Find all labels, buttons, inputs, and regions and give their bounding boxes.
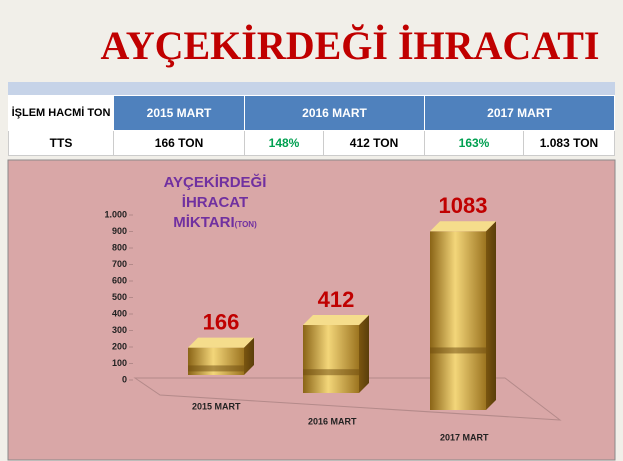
bar-side (486, 221, 496, 410)
strip (8, 82, 615, 95)
y-tick-label: 0 (122, 374, 127, 384)
bar-front (430, 231, 486, 410)
cell: 1.083 TON (523, 130, 615, 156)
chart-title: AYÇEKİRDEĞİ İHRACAT MİKTARI(TON) (164, 173, 267, 231)
bar-side (244, 337, 254, 375)
cell: 148% (244, 130, 324, 156)
y-tick-label: 300 (112, 325, 127, 335)
chart-title-line: İHRACAT (182, 194, 248, 211)
y-tick-label: 900 (112, 226, 127, 236)
summary-table: İŞLEM HACMİ TON 2015 MART 2016 MART 2017… (8, 95, 615, 156)
bar (303, 315, 369, 393)
bar-band (430, 347, 486, 354)
data-label: 1083 (439, 193, 488, 218)
cell: TTS (8, 130, 114, 156)
header-cell: İŞLEM HACMİ TON (8, 95, 114, 131)
bar-side (359, 315, 369, 393)
y-tick-label: 500 (112, 292, 127, 302)
cell: 163% (424, 130, 524, 156)
x-tick-label: 2017 MART (440, 432, 489, 442)
y-tick-label: 400 (112, 308, 127, 318)
y-tick-label: 700 (112, 259, 127, 269)
y-tick-label: 200 (112, 341, 127, 351)
bar-band (303, 369, 359, 376)
header-cell: 2016 MART (244, 95, 425, 131)
y-tick-label: 800 (112, 242, 127, 252)
y-tick-label: 100 (112, 358, 127, 368)
slide-title: AYÇEKİRDEĞİ İHRACATI (100, 23, 600, 68)
bar-top (188, 337, 254, 348)
cell: 412 TON (323, 130, 425, 156)
cell: 166 TON (113, 130, 245, 156)
chart-background (7, 159, 616, 461)
chart-title-unit: (TON) (235, 220, 257, 229)
floor (133, 377, 562, 421)
bar-top (430, 221, 496, 232)
bar-band (188, 365, 244, 372)
bar-top (303, 315, 369, 326)
chart-title-line: AYÇEKİRDEĞİ (164, 173, 267, 191)
bar (188, 337, 254, 375)
y-tick-label: 600 (112, 275, 127, 285)
data-label: 166 (203, 309, 240, 334)
x-tick-label: 2016 MART (308, 416, 357, 426)
bar-front (303, 325, 359, 393)
y-tick-label: 1.000 (104, 209, 127, 219)
x-tick-label: 2015 MART (192, 401, 241, 411)
chart-title-line: MİKTARI (173, 214, 234, 231)
header-cell: 2017 MART (424, 95, 615, 131)
data-label: 412 (318, 287, 355, 312)
bar (430, 221, 496, 410)
